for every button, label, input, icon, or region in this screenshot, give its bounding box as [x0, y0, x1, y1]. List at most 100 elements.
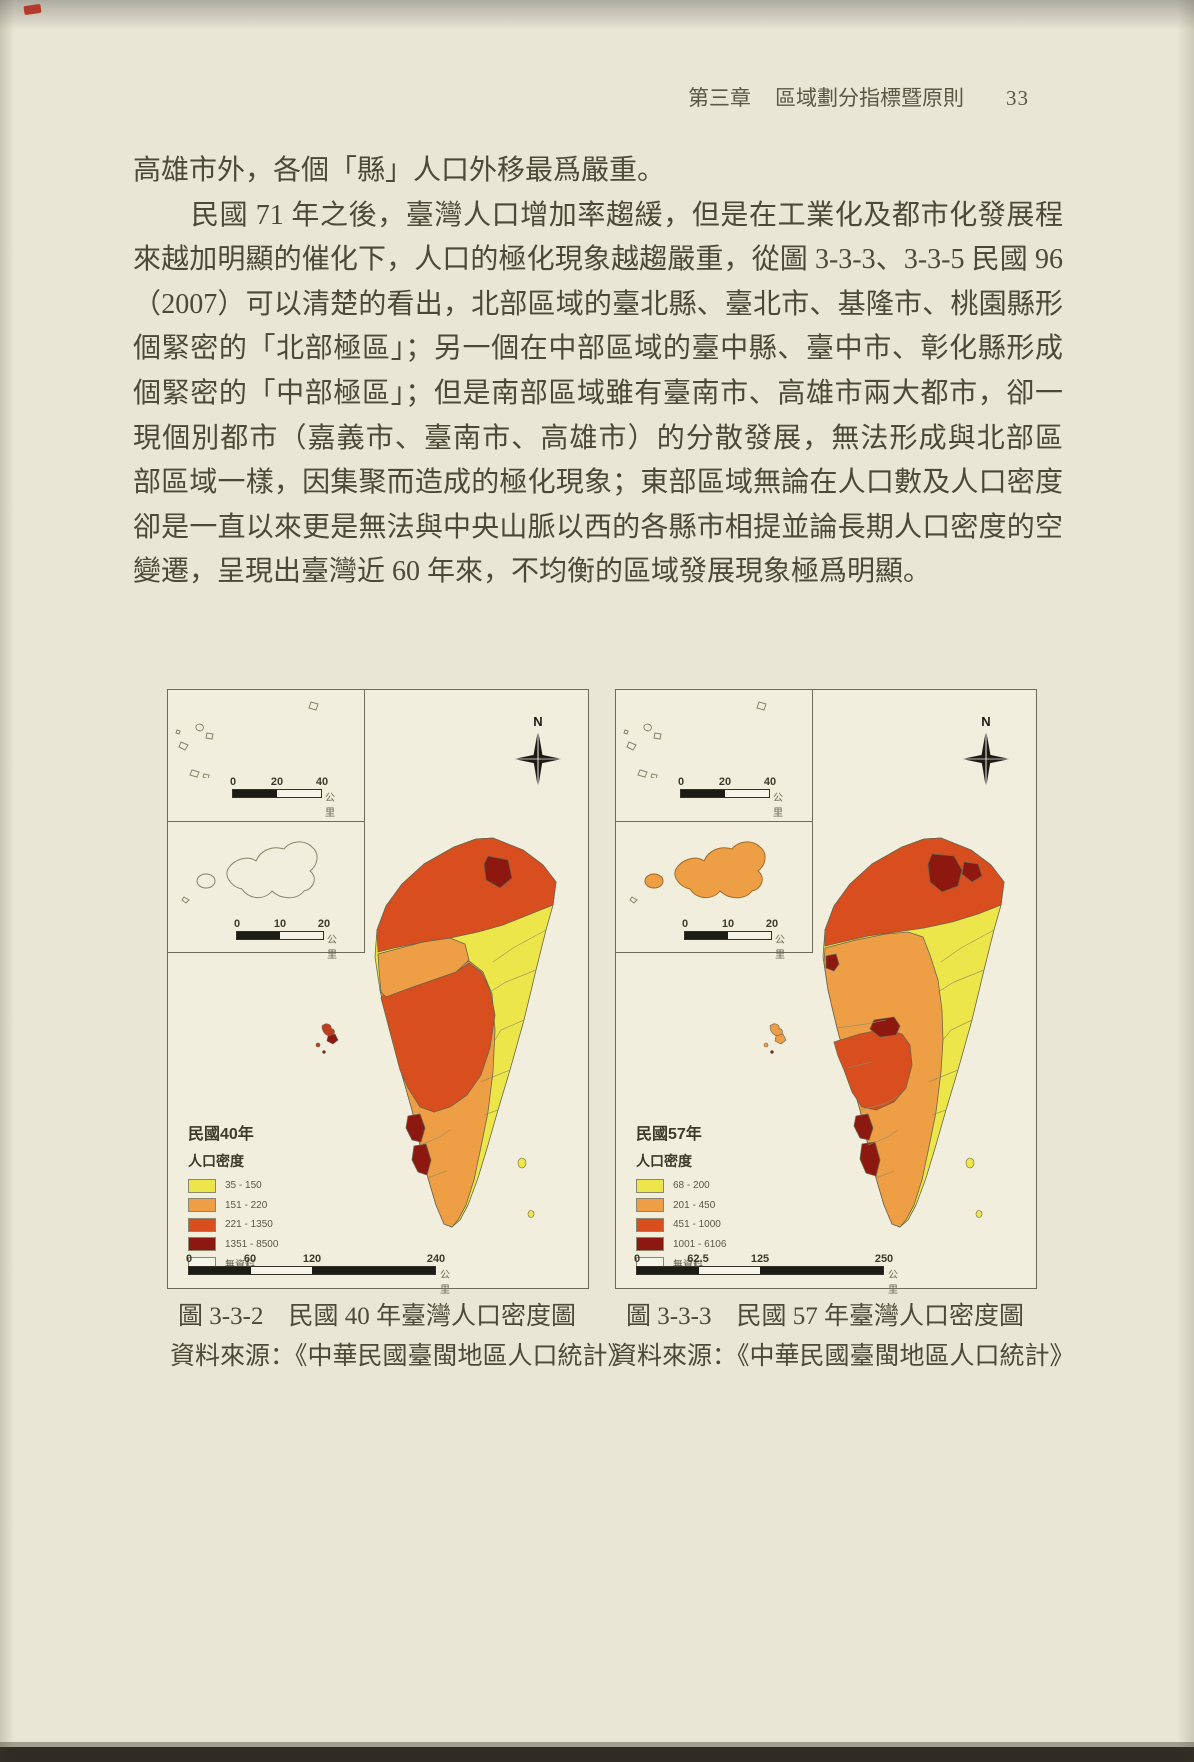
scale-label: 40 — [763, 776, 777, 788]
scale-label: 20 — [765, 918, 779, 930]
scale-label: 125 — [750, 1253, 770, 1265]
map-legend: 民國40年 人口密度 35 - 150 151 - 220 221 - 1350… — [188, 1120, 278, 1274]
legend-swatch — [188, 1217, 216, 1232]
county-boundaries — [419, 929, 547, 1179]
city-southwest-b — [411, 1143, 432, 1176]
legend-row: 1351 - 8500 — [188, 1235, 278, 1255]
matsu-inset: 0 20 40 公里 — [168, 690, 365, 822]
chapter-label: 第三章 — [688, 86, 751, 110]
map-figure-1968: 0 20 40 公里 0 10 20 — [615, 689, 1037, 1296]
city-southwest-a — [405, 1113, 426, 1143]
scale-label: 240 — [426, 1253, 446, 1265]
matsu-islands-map — [175, 701, 319, 780]
city-taipei — [927, 853, 963, 893]
north-label: N — [981, 714, 990, 729]
matsu-inset: 0 20 40 公里 — [616, 690, 813, 822]
kinmen-map-nodata — [181, 841, 318, 904]
kinmen-map-mid-density — [629, 841, 766, 904]
legend-swatch — [188, 1178, 216, 1193]
legend-label: 151 - 220 — [225, 1199, 268, 1211]
body-line: 民國 71 年之後，臺灣人口增加率趨緩，但是在工業化及都市化發展程度越 — [191, 199, 1063, 231]
body-line: 卻是一直以來更是無法與中央山脈以西的各縣市相提並論長期人口密度的空間 — [133, 511, 1063, 543]
legend-swatch — [188, 1198, 216, 1213]
scale-label: 0 — [230, 776, 237, 788]
legend-label: 221 - 1350 — [225, 1219, 273, 1231]
inset-scale-bar: 0 10 20 公里 — [234, 918, 337, 961]
city-tainan — [853, 1113, 874, 1141]
legend-subtitle: 人口密度 — [188, 1153, 244, 1169]
scale-label: 60 — [243, 1253, 257, 1265]
scan-edge-line — [0, 1742, 1194, 1747]
legend-title: 民國57年 — [636, 1126, 702, 1143]
legend-subtitle: 人口密度 — [636, 1153, 692, 1169]
legend-row: 221 - 1350 — [188, 1215, 278, 1235]
scale-label: 62.5 — [687, 1253, 709, 1265]
scale-label: 250 — [874, 1253, 894, 1265]
body-paragraphs: 高雄市外，各個「縣」人口外移最爲嚴重。 民國 71 年之後，臺灣人口增加率趨緩，… — [133, 149, 1063, 595]
scale-label: 20 — [718, 776, 732, 788]
body-line: 部區域一樣，因集聚而造成的極化現象；東部區域無論在人口數及人口密度上， — [133, 467, 1063, 499]
legend-swatch — [188, 1237, 216, 1252]
legend-swatch — [636, 1217, 664, 1232]
scale-label: 10 — [721, 918, 735, 930]
main-scale-bar: 0 62.5 125 250 公里 — [634, 1253, 898, 1296]
penghu-islands — [763, 1023, 787, 1054]
scale-unit: 公里 — [773, 793, 783, 819]
taiwan-choropleth-1968 — [763, 837, 1005, 1228]
taiwan-choropleth-1951 — [315, 837, 557, 1228]
legend-label: 1351 - 8500 — [225, 1238, 279, 1250]
page-header: 第三章 區域劃分指標暨原則 33 — [688, 82, 1029, 112]
chapter-title: 區域劃分指標暨原則 — [775, 86, 964, 110]
body-line: 個緊密的「中部極區」；但是南部區域雖有臺南市、高雄市兩大都市，卻一直呈 — [133, 377, 1063, 409]
figure-caption: 圖 3-3-2 民國 40 年臺灣人口密度圖 — [178, 1303, 576, 1330]
county-boundaries — [836, 929, 995, 1179]
figure-source: 資料來源：《中華民國臺閩地區人口統計》 — [170, 1343, 633, 1370]
inset-scale-bar: 0 20 40 公里 — [230, 776, 335, 819]
legend-row: 201 - 450 — [636, 1196, 726, 1216]
legend-row: 451 - 1000 — [636, 1215, 726, 1235]
body-line: 個緊密的「北部極區」；另一個在中部區域的臺中縣、臺中市、彰化縣形成另一 — [133, 333, 1063, 365]
city-taipei — [483, 855, 513, 889]
scale-unit: 公里 — [325, 793, 335, 819]
legend-label: 無資料 — [225, 1256, 255, 1271]
scale-label: 0 — [682, 918, 689, 930]
body-line: （2007）可以清楚的看出，北部區域的臺北縣、臺北市、基隆市、桃園縣形成一 — [133, 288, 1063, 320]
region-north-high — [376, 837, 557, 953]
body-line: 變遷，呈現出臺灣近 60 年來，不均衡的區域發展現象極爲明顯。 — [133, 556, 932, 588]
scale-unit: 公里 — [440, 1270, 450, 1296]
legend-row: 68 - 200 — [636, 1176, 726, 1196]
legend-label: 201 - 450 — [673, 1199, 716, 1211]
main-scale-bar: 0 60 120 240 公里 — [186, 1253, 450, 1296]
legend-swatch — [636, 1237, 664, 1252]
north-label: N — [533, 714, 542, 729]
north-arrow: N — [961, 712, 1011, 792]
scale-label: 20 — [317, 918, 331, 930]
inset-scale-bar: 0 20 40 公里 — [678, 776, 783, 819]
body-line: 現個別都市（嘉義市、臺南市、高雄市）的分散發展，無法形成與北部區域、中 — [133, 422, 1063, 454]
map-legend: 民國57年 人口密度 68 - 200 201 - 450 451 - 1000… — [636, 1120, 726, 1274]
legend-swatch — [636, 1178, 664, 1193]
inset-scale-bar: 0 10 20 公里 — [682, 918, 785, 961]
scan-edge-top — [0, 0, 1194, 30]
city-hsinchu — [825, 953, 840, 972]
scale-label: 120 — [302, 1253, 322, 1265]
legend-label: 無資料 — [673, 1256, 703, 1271]
legend-row: 35 - 150 — [188, 1176, 278, 1196]
north-arrow: N — [513, 712, 563, 792]
body-line: 來越加明顯的催化下，人口的極化現象越趨嚴重，從圖 3-3-3、3-3-5 民國 … — [133, 244, 1063, 276]
scale-label: 0 — [634, 1253, 641, 1265]
kinmen-inset: 0 10 20 公里 — [168, 821, 365, 961]
scale-label: 0 — [234, 918, 241, 930]
scale-unit: 公里 — [327, 935, 337, 961]
scan-edge-bottom — [0, 1747, 1194, 1762]
legend-row: 151 - 220 — [188, 1196, 278, 1216]
scale-unit: 公里 — [888, 1270, 898, 1296]
figure-caption: 圖 3-3-3 民國 57 年臺灣人口密度圖 — [626, 1303, 1024, 1330]
body-line: 高雄市外，各個「縣」人口外移最爲嚴重。 — [133, 155, 666, 186]
map-figure-1951: 0 20 40 公里 0 10 20 — [167, 689, 589, 1296]
legend-title: 民國40年 — [188, 1126, 254, 1143]
figure-source: 資料來源：《中華民國臺閩地區人口統計》 — [612, 1343, 1075, 1370]
scale-label: 40 — [315, 776, 329, 788]
legend-label: 68 - 200 — [673, 1180, 710, 1192]
